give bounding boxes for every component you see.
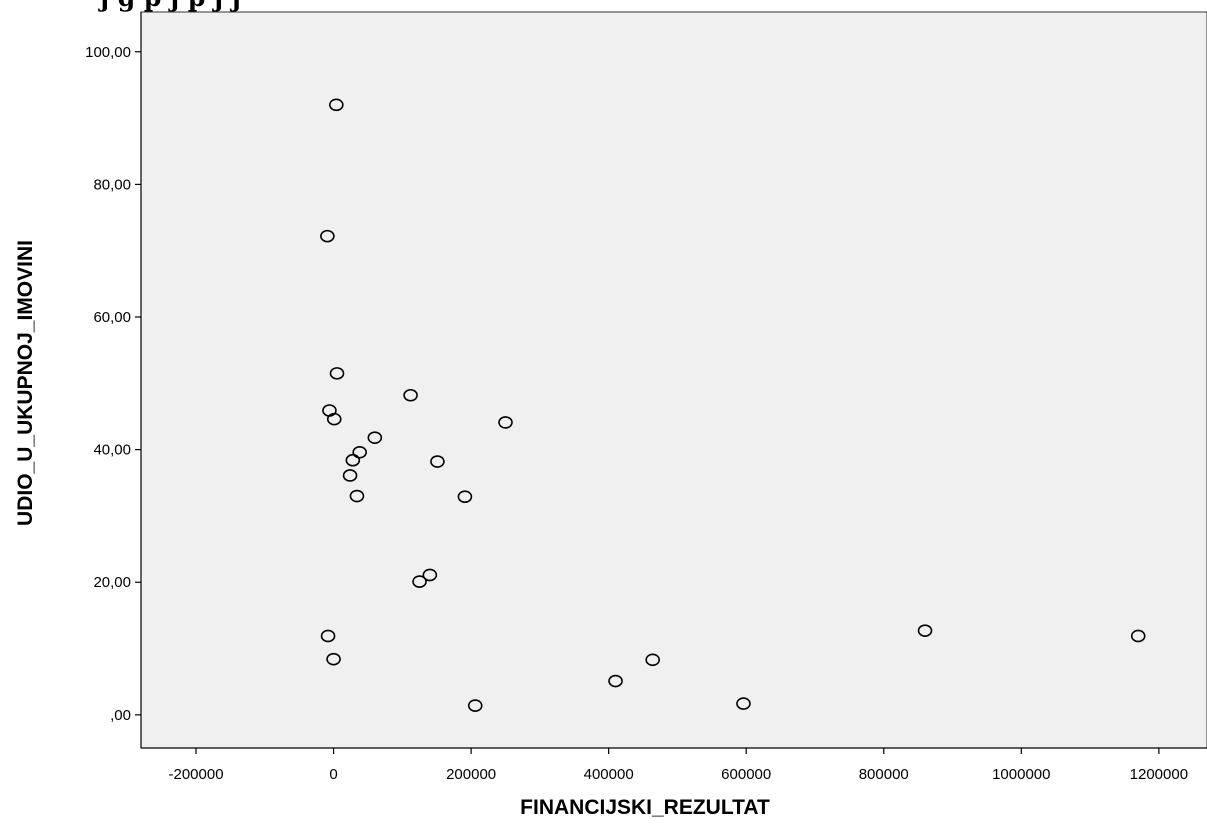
data-point (430, 455, 445, 468)
data-point (422, 568, 438, 582)
chart-title: j g p j p j j (98, 0, 241, 12)
data-point (320, 629, 336, 643)
data-point (342, 469, 358, 482)
x-tick-label: 800000 (859, 766, 909, 783)
data-points (320, 98, 1146, 712)
data-point (498, 416, 513, 429)
data-point (326, 652, 341, 666)
y-tick-label: 20,00 (93, 574, 131, 591)
data-point (329, 367, 345, 380)
y-tick-label: 40,00 (93, 442, 131, 459)
data-point (403, 388, 418, 402)
x-tick-label: 400000 (584, 766, 634, 783)
data-point (326, 412, 342, 426)
y-tick-label: 80,00 (93, 176, 131, 193)
x-tick-label: -200000 (168, 766, 223, 783)
data-point (352, 445, 368, 459)
data-point (917, 624, 933, 637)
y-tick-label: 100,00 (85, 44, 131, 61)
data-point (608, 674, 623, 688)
x-axis-title: FINANCIJSKI_REZULTAT (520, 796, 770, 819)
data-point (457, 490, 473, 503)
data-point (412, 575, 427, 588)
data-point (645, 653, 660, 667)
x-tick-label: 600000 (721, 766, 771, 783)
data-point (736, 697, 751, 710)
y-axis-title: UDIO_U_UKUPNOJ_IMOVINI (14, 240, 37, 526)
data-point (345, 453, 361, 467)
y-axis-ticks: ,00 20,00 40,00 60,00 80,00 100,00 (85, 44, 141, 724)
x-axis-ticks: -200000 0 200000 400000 600000 800000 1000000 1… (168, 748, 1188, 783)
x-tick-label: 1200000 (1130, 766, 1188, 783)
data-point (1130, 629, 1146, 643)
x-tick-label: 0 (329, 766, 337, 783)
x-tick-label: 200000 (446, 766, 496, 783)
plot-area (140, 11, 1207, 749)
data-point (367, 431, 383, 444)
data-point (329, 98, 344, 112)
y-tick-label: ,00 (110, 707, 131, 724)
x-tick-label: 1000000 (992, 766, 1050, 783)
data-point (320, 229, 335, 243)
y-tick-label: 60,00 (93, 309, 131, 326)
data-point (349, 489, 365, 503)
data-point (467, 699, 483, 712)
